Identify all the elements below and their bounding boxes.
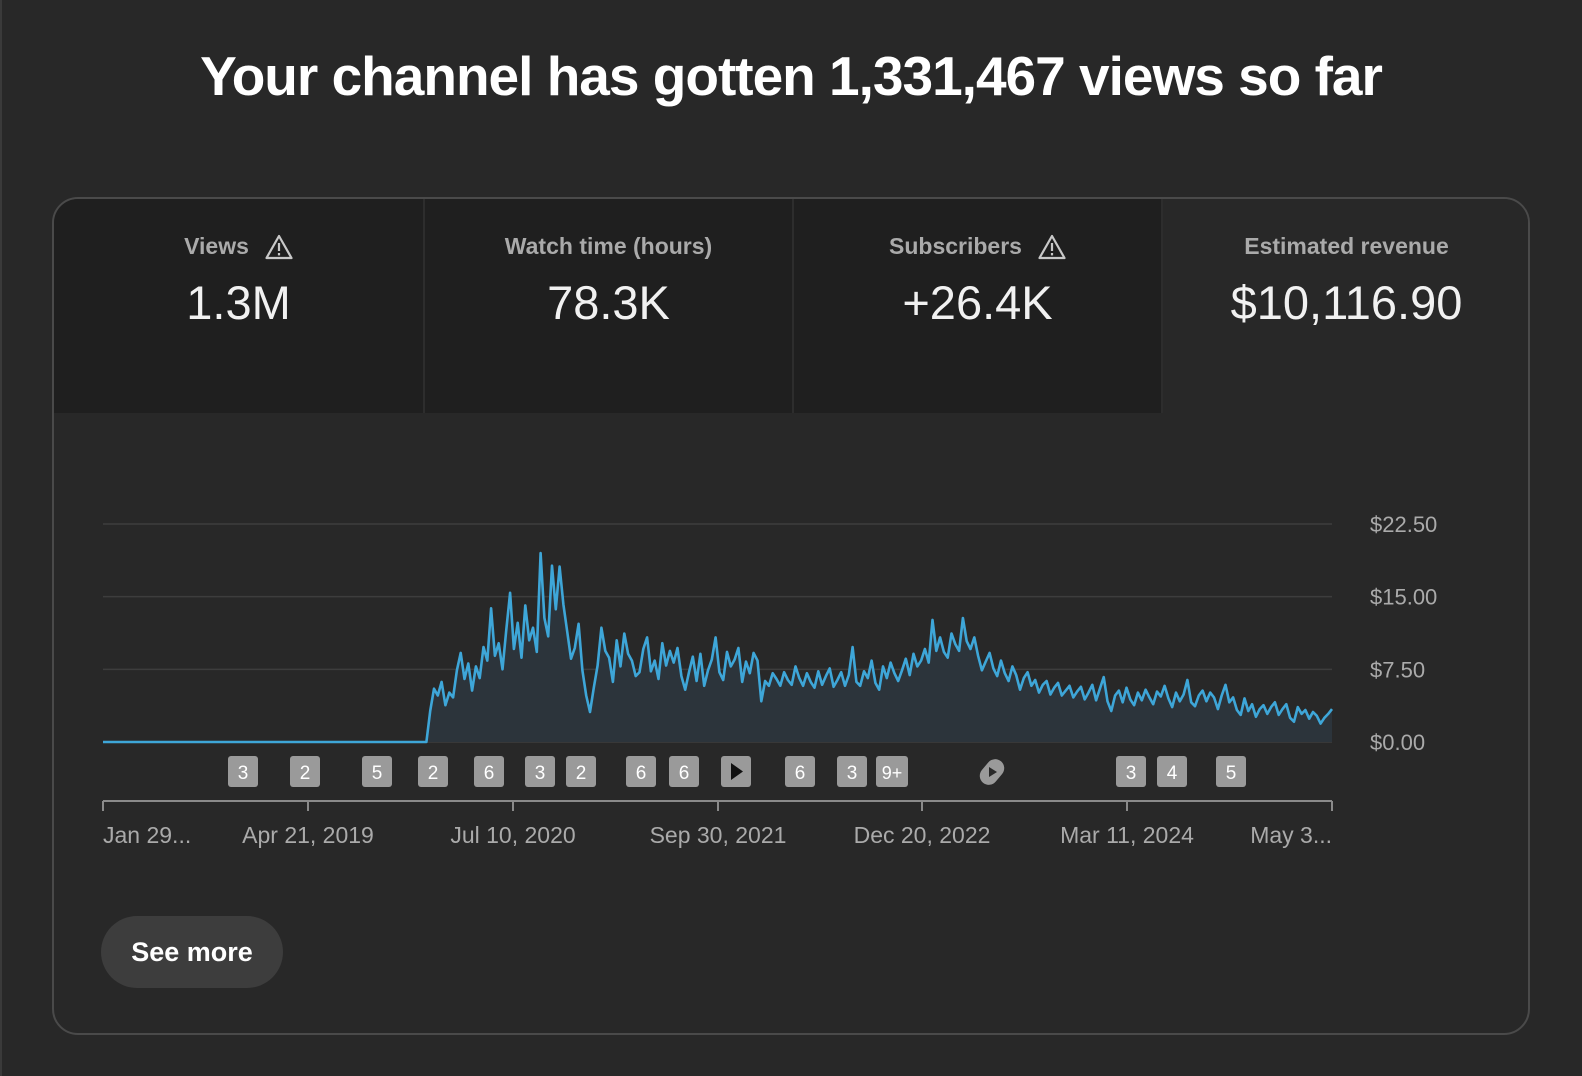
tab-subscribers-label: Subscribers [889, 233, 1022, 259]
upload-marker-badge [566, 756, 596, 787]
upload-marker[interactable]: 3 [837, 756, 867, 787]
warning-icon [265, 234, 293, 259]
y-tick-label: $15.00 [1370, 585, 1437, 610]
play-icon [731, 763, 743, 780]
tab-views-label: Views [184, 233, 249, 259]
upload-marker[interactable]: 5 [1216, 756, 1246, 787]
page-title: Your channel has gotten 1,331,467 views … [200, 45, 1383, 107]
tab-subscribers[interactable]: Subscribers +26.4K [792, 199, 1161, 413]
x-tick-label: Sep 30, 2021 [650, 822, 787, 848]
upload-marker[interactable]: 3 [228, 756, 258, 787]
upload-marker-count: 6 [636, 763, 647, 784]
x-tick-label: Jan 29... [103, 822, 191, 848]
upload-marker-badge [418, 756, 448, 787]
upload-marker-count: 5 [372, 763, 383, 784]
upload-marker-count: 3 [847, 763, 858, 784]
upload-marker-count: 9+ [882, 763, 903, 783]
upload-marker-badge [626, 756, 656, 787]
tab-watch-time-label: Watch time (hours) [504, 233, 713, 259]
upload-marker-badge [362, 756, 392, 787]
tab-estimated-revenue[interactable]: Estimated revenue $10,116.90 [1161, 199, 1528, 413]
x-tick-label: Mar 11, 2024 [1060, 822, 1194, 848]
tab-subscribers-value: +26.4K [902, 276, 1053, 329]
see-more-button[interactable]: See more [101, 916, 283, 988]
tab-watch-time[interactable]: Watch time (hours) 78.3K [423, 199, 792, 413]
upload-marker[interactable]: 3 [1116, 756, 1146, 787]
upload-marker-badge [525, 756, 555, 787]
upload-marker-badge [228, 756, 258, 787]
revenue-area [103, 553, 1332, 742]
upload-marker[interactable]: 6 [669, 756, 699, 787]
shorts-icon[interactable] [976, 755, 1008, 788]
upload-marker-count: 2 [576, 763, 587, 784]
upload-marker-badge [474, 756, 504, 787]
video-marker-play[interactable] [721, 756, 751, 787]
upload-marker[interactable]: 2 [566, 756, 596, 787]
upload-marker[interactable]: 6 [785, 756, 815, 787]
upload-marker-count: 2 [300, 763, 311, 784]
y-tick-label: $0.00 [1370, 730, 1425, 755]
tab-views-value: 1.3M [186, 276, 291, 329]
upload-marker-badge [669, 756, 699, 787]
upload-marker[interactable]: 3 [525, 756, 555, 787]
tab-views[interactable]: Views 1.3M [54, 199, 423, 413]
upload-marker-badge [290, 756, 320, 787]
upload-marker[interactable]: 5 [362, 756, 392, 787]
left-border [0, 0, 2, 1076]
analytics-card: Views 1.3M Watch time (hours) 78.3K Subs… [52, 197, 1530, 1035]
upload-marker-count: 6 [484, 763, 495, 784]
upload-marker[interactable]: 2 [290, 756, 320, 787]
revenue-line [103, 551, 1334, 744]
upload-marker[interactable]: 2 [418, 756, 448, 787]
x-tick-label: May 3... [1250, 822, 1332, 848]
upload-marker-count: 3 [1126, 763, 1137, 784]
upload-marker[interactable]: 4 [1157, 756, 1187, 787]
y-tick-label: $7.50 [1370, 657, 1425, 682]
tab-revenue-label: Estimated revenue [1244, 233, 1449, 259]
upload-marker-badge [1157, 756, 1187, 787]
upload-marker-count: 6 [795, 763, 806, 784]
upload-marker-count: 4 [1167, 763, 1178, 784]
upload-marker-count: 2 [428, 763, 439, 784]
tab-revenue-value: $10,116.90 [1230, 276, 1463, 329]
y-tick-label: $22.50 [1370, 512, 1437, 537]
upload-marker-count: 3 [535, 763, 546, 784]
upload-marker-badge [785, 756, 815, 787]
upload-marker-count: 6 [679, 763, 690, 784]
upload-marker-count: 3 [238, 763, 249, 784]
upload-marker[interactable]: 6 [474, 756, 504, 787]
upload-marker-badge [837, 756, 867, 787]
tab-watch-time-value: 78.3K [547, 276, 670, 329]
x-tick-label: Jul 10, 2020 [450, 822, 575, 848]
warning-icon [1038, 234, 1066, 259]
upload-marker-badge [1216, 756, 1246, 787]
upload-marker[interactable]: 6 [626, 756, 656, 787]
revenue-chart: $22.50 $15.00 $7.50 $0.00 Jan 29... Apr 21, 2… [102, 512, 1437, 848]
upload-marker-count: 5 [1226, 763, 1237, 784]
x-tick-label: Apr 21, 2019 [242, 822, 374, 848]
x-tick-label: Dec 20, 2022 [854, 822, 991, 848]
upload-marker-badge [1116, 756, 1146, 787]
upload-marker-badge [876, 756, 908, 787]
metric-tabs: Views 1.3M Watch time (hours) 78.3K Subs… [54, 199, 1528, 413]
upload-marker[interactable]: 9+ [876, 756, 908, 787]
